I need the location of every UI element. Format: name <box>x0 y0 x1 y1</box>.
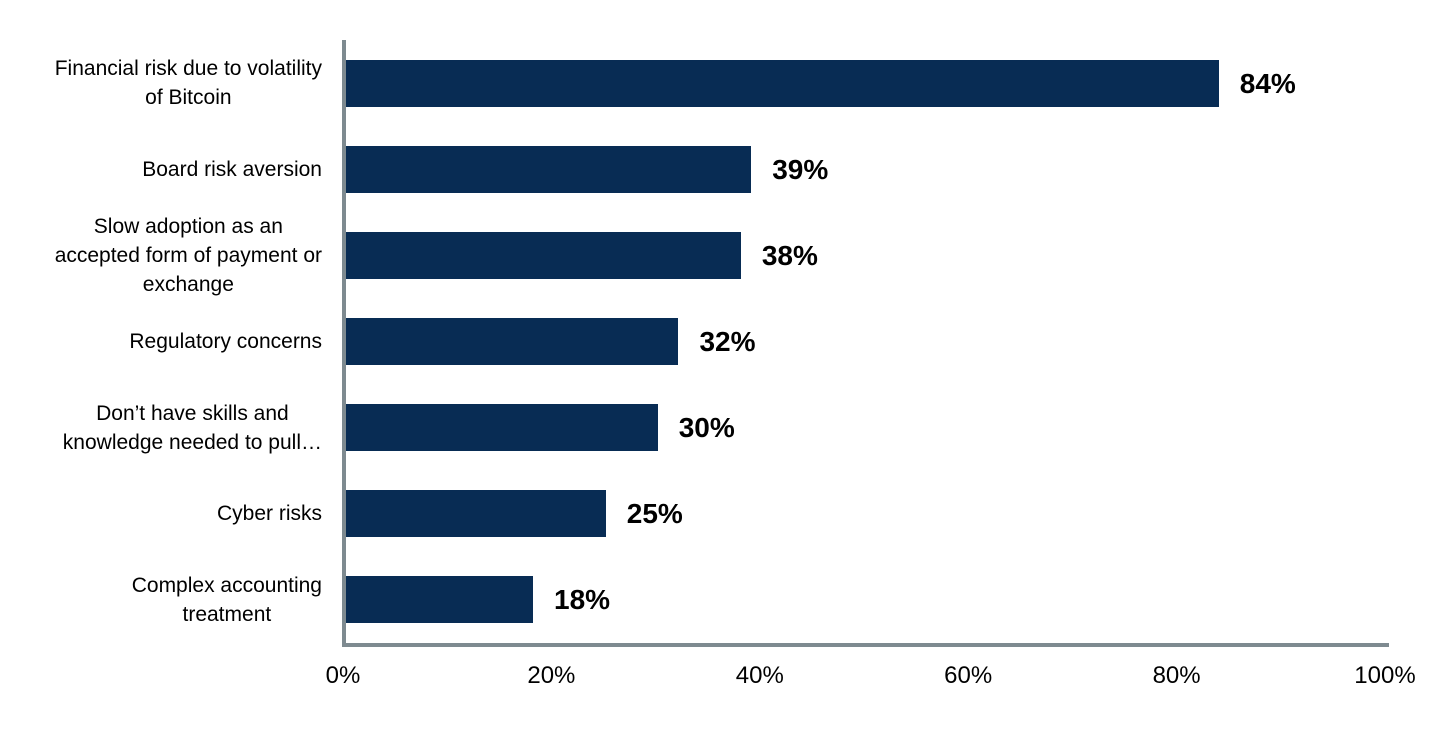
category-label-text: Cyber risks <box>217 499 322 528</box>
category-label-line: treatment <box>182 602 272 626</box>
x-tick-label: 0% <box>325 662 361 689</box>
x-tick-label: 20% <box>527 662 576 689</box>
y-axis-line <box>342 40 346 647</box>
x-axis-line <box>342 643 1389 647</box>
category-label-text: Complex accounting treatment <box>132 571 322 629</box>
category-label-line: of Bitcoin <box>145 86 232 110</box>
category-label-line: accepted form of payment or <box>54 243 322 267</box>
category-label: Don’t have skills and knowledge needed to… <box>0 385 322 471</box>
category-label-text: Regulatory concerns <box>129 327 322 356</box>
category-label-text: Don’t have skills and knowledge needed to… <box>63 399 322 457</box>
value-label: 84% <box>1239 67 1296 99</box>
category-label-line: Board risk aversion <box>142 157 322 181</box>
category-label-text: Board risk aversion <box>142 155 322 184</box>
value-label: 18% <box>554 584 611 616</box>
category-label-line: exchange <box>142 272 234 296</box>
category-label-text: Slow adoption as an accepted form of paym… <box>55 212 322 299</box>
value-label: 39% <box>772 153 829 185</box>
x-tick-label: 40% <box>735 662 784 689</box>
x-tick-label: 80% <box>1152 662 1201 689</box>
bar <box>346 404 658 452</box>
x-tick-label: 60% <box>944 662 993 689</box>
category-label: Board risk aversion <box>0 126 322 212</box>
bar <box>346 317 679 365</box>
category-label: Slow adoption as an accepted form of paym… <box>0 212 322 298</box>
bar <box>346 59 1219 107</box>
category-label-line: Complex accounting <box>131 573 322 597</box>
value-label: 30% <box>678 412 735 444</box>
category-label-line: Cyber risks <box>216 502 322 526</box>
category-label: Complex accounting treatment <box>0 557 322 643</box>
category-label: Financial risk due to volatility of Bitco… <box>0 40 322 126</box>
category-label: Cyber risks <box>0 471 322 557</box>
bar <box>346 231 741 279</box>
category-label-text: Financial risk due to volatility of Bitco… <box>55 54 322 112</box>
category-label: Regulatory concerns <box>0 298 322 384</box>
category-label-line: Financial risk due to volatility <box>54 57 322 81</box>
bar <box>346 145 752 193</box>
category-label-line: Slow adoption as an <box>93 214 283 238</box>
category-label-line: knowledge needed to pull… <box>62 430 322 454</box>
category-label-line: Don’t have skills and <box>96 401 289 425</box>
x-tick-label: 100% <box>1354 662 1416 689</box>
category-label-line: Regulatory concerns <box>129 329 322 353</box>
value-label: 38% <box>761 239 818 271</box>
value-label: 32% <box>699 325 756 357</box>
bar <box>346 490 606 538</box>
value-label: 25% <box>626 498 683 530</box>
bar <box>346 576 534 624</box>
